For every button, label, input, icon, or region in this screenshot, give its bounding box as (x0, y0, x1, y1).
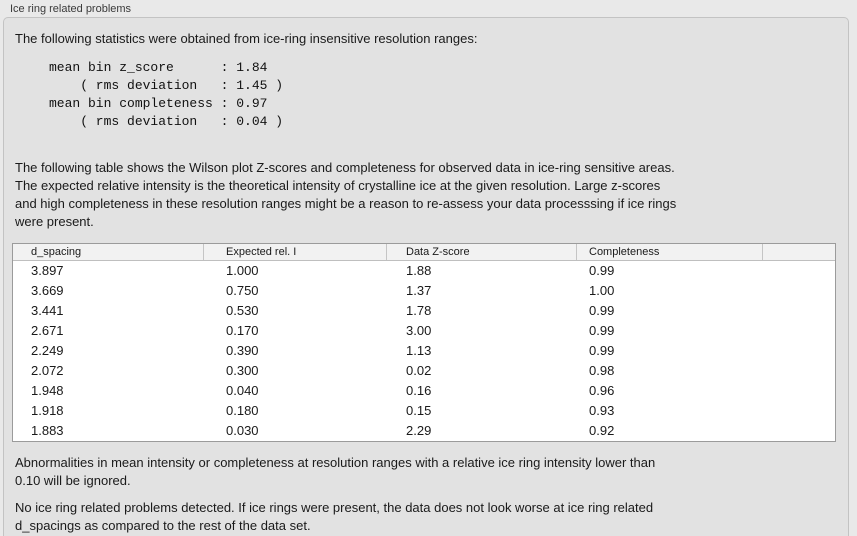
table-row[interactable]: 3.669 0.750 1.37 1.00 (13, 281, 835, 301)
table-cell: 1.88 (406, 263, 432, 278)
table-cell: 0.02 (406, 363, 432, 378)
table-cell: 0.92 (589, 423, 615, 438)
table-cell: 1.37 (406, 283, 432, 298)
table-cell: 3.669 (31, 283, 64, 298)
table-cell: 0.040 (226, 383, 259, 398)
table-row[interactable]: 3.897 1.000 1.88 0.99 (13, 261, 835, 281)
table-cell: 0.030 (226, 423, 259, 438)
table-row[interactable]: 2.249 0.390 1.13 0.99 (13, 341, 835, 361)
table-cell: 2.249 (31, 343, 64, 358)
table-row[interactable]: 1.918 0.180 0.15 0.93 (13, 401, 835, 421)
table-description: The following table shows the Wilson plo… (15, 160, 677, 229)
column-header-completeness[interactable]: Completeness (577, 244, 763, 260)
table-row[interactable]: 1.948 0.040 0.16 0.96 (13, 381, 835, 401)
table-cell: 0.99 (589, 323, 615, 338)
intro-text: The following statistics were obtained f… (15, 31, 478, 46)
table-cell: 2.072 (31, 363, 64, 378)
table-cell: 1.948 (31, 383, 64, 398)
table-cell-filler (763, 321, 835, 341)
table-body: 3.897 1.000 1.88 0.99 3.669 0.750 1.37 1.00 3.44… (13, 261, 835, 441)
table-row[interactable]: 1.883 0.030 2.29 0.92 (13, 421, 835, 441)
table-cell: 0.98 (589, 363, 615, 378)
table-cell: 0.390 (226, 343, 259, 358)
table-cell: 0.170 (226, 323, 259, 338)
table-cell: 3.441 (31, 303, 64, 318)
table-cell: 1.918 (31, 403, 64, 418)
column-header-data-z-score[interactable]: Data Z-score (387, 244, 577, 260)
table-cell: 3.897 (31, 263, 64, 278)
column-header-expected-rel-i[interactable]: Expected rel. I (204, 244, 387, 260)
table-cell: 1.000 (226, 263, 259, 278)
abnormalities-note: Abnormalities in mean intensity or compl… (15, 455, 656, 488)
table-cell: 0.99 (589, 303, 615, 318)
table-cell-filler (763, 401, 835, 421)
table-cell: 0.96 (589, 383, 615, 398)
table-row[interactable]: 2.671 0.170 3.00 0.99 (13, 321, 835, 341)
table-cell-filler (763, 301, 835, 321)
table-cell-filler (763, 361, 835, 381)
table-cell: 1.00 (589, 283, 615, 298)
table-cell: 0.530 (226, 303, 259, 318)
ice-ring-group-box: The following statistics were obtained f… (3, 17, 849, 536)
table-cell: 1.78 (406, 303, 432, 318)
table-cell: 0.15 (406, 403, 432, 418)
ice-ring-table: d_spacing Expected rel. I Data Z-score C… (12, 243, 836, 442)
table-row[interactable]: 2.072 0.300 0.02 0.98 (13, 361, 835, 381)
table-cell: 2.671 (31, 323, 64, 338)
column-header-filler (763, 244, 835, 260)
table-cell: 0.180 (226, 403, 259, 418)
table-cell: 1.883 (31, 423, 64, 438)
stats-block: mean bin z_score : 1.84 ( rms deviation … (49, 60, 284, 129)
table-cell: 0.99 (589, 343, 615, 358)
conclusion-text: No ice ring related problems detected. I… (15, 500, 654, 533)
panel-title: Ice ring related problems (10, 3, 132, 15)
table-cell: 2.29 (406, 423, 432, 438)
table-cell: 0.300 (226, 363, 259, 378)
table-cell: 0.99 (589, 263, 615, 278)
table-row[interactable]: 3.441 0.530 1.78 0.99 (13, 301, 835, 321)
column-header-d-spacing[interactable]: d_spacing (13, 244, 204, 260)
table-cell: 0.93 (589, 403, 615, 418)
table-cell: 0.750 (226, 283, 259, 298)
table-cell-filler (763, 281, 835, 301)
table-cell-filler (763, 421, 835, 441)
table-cell-filler (763, 341, 835, 361)
table-cell: 3.00 (406, 323, 432, 338)
table-cell: 1.13 (406, 343, 432, 358)
table-cell: 0.16 (406, 383, 432, 398)
table-cell-filler (763, 381, 835, 401)
table-header-row: d_spacing Expected rel. I Data Z-score C… (13, 244, 835, 261)
table-cell-filler (763, 261, 835, 281)
